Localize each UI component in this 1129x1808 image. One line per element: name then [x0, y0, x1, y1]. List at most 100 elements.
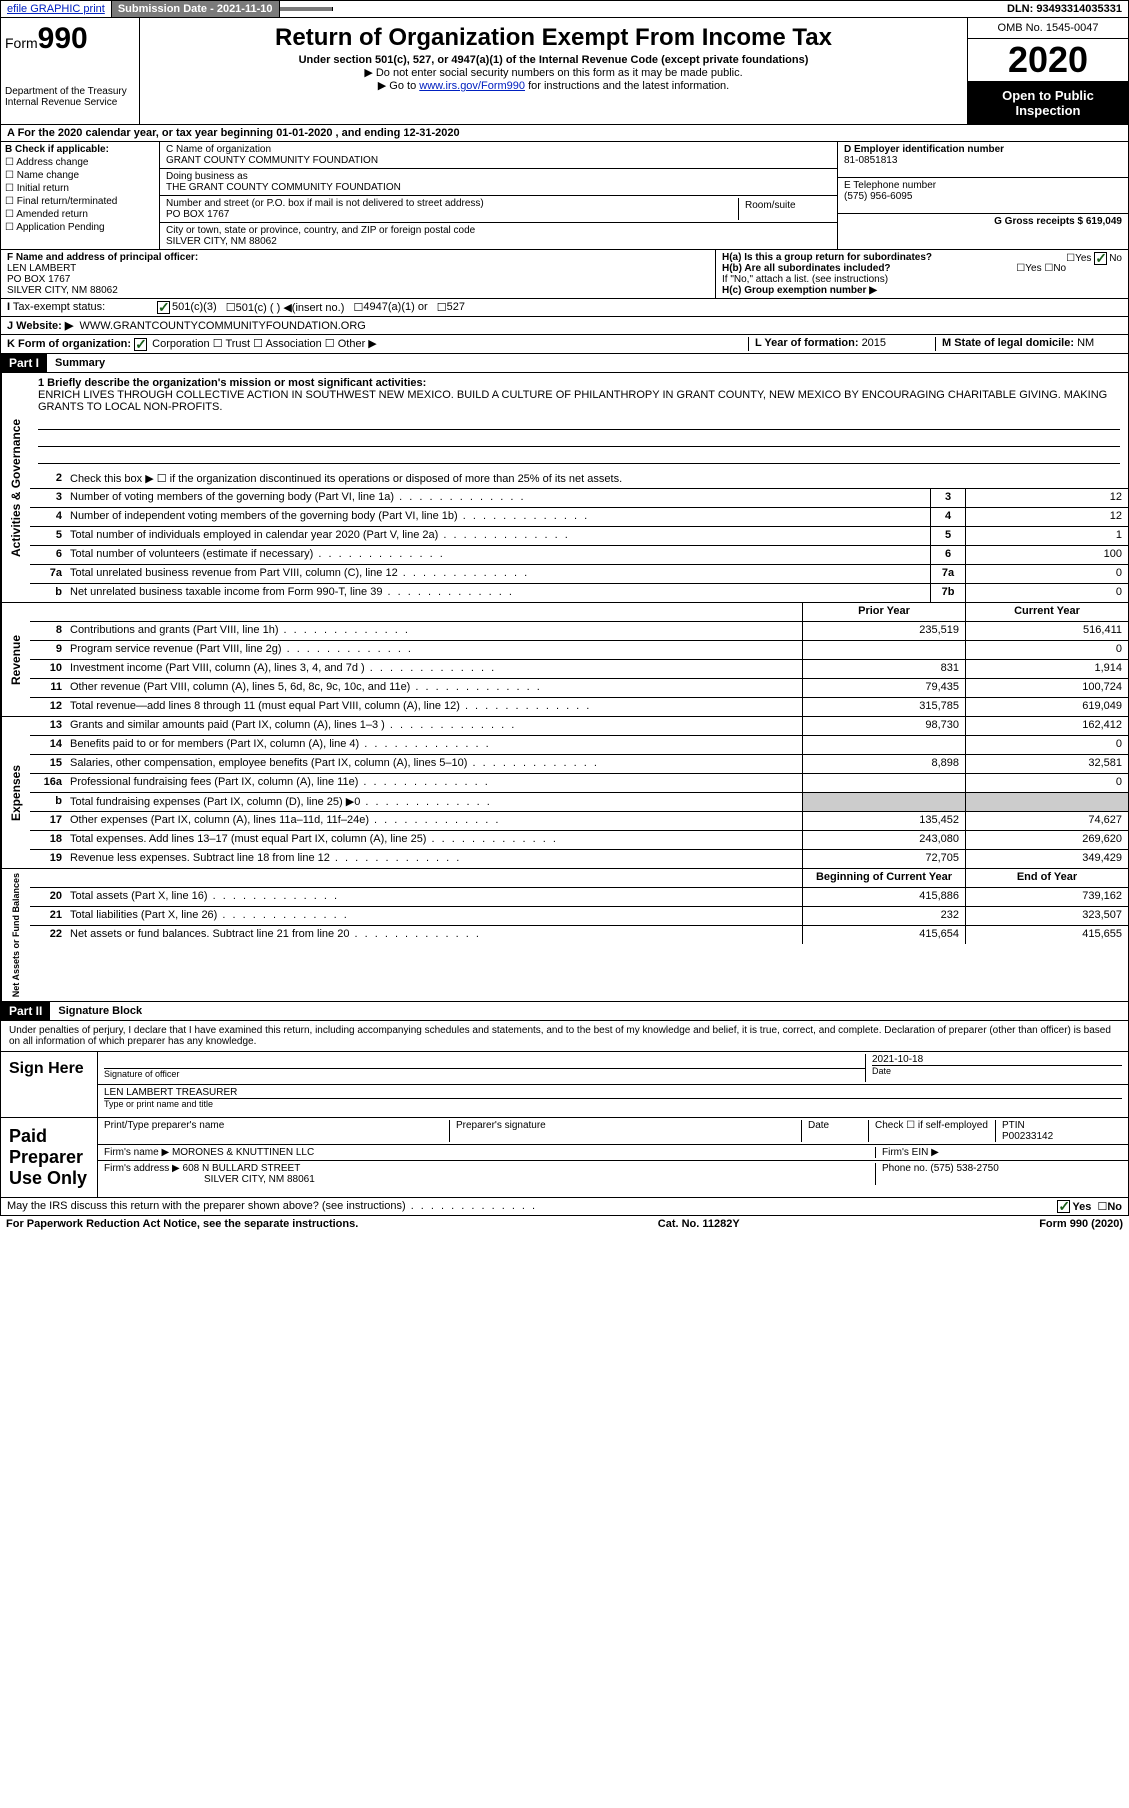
omb-label: OMB No. 1545-0047 — [968, 18, 1128, 39]
line-22: 22 Net assets or fund balances. Subtract… — [30, 926, 1128, 944]
efile-label[interactable]: efile GRAPHIC print — [1, 1, 112, 17]
form-title: Return of Organization Exempt From Incom… — [150, 24, 957, 52]
paid-preparer-grid: Paid Preparer Use Only Print/Type prepar… — [1, 1117, 1128, 1197]
part1-title: Summary — [47, 355, 113, 371]
gov-line-b: b Net unrelated business taxable income … — [30, 584, 1128, 602]
501c3-check[interactable] — [157, 301, 170, 314]
gov-line-7a: 7a Total unrelated business revenue from… — [30, 565, 1128, 584]
firm-phone: (575) 538-2750 — [930, 1163, 998, 1174]
website-value: WWW.GRANTCOUNTYCOMMUNITYFOUNDATION.ORG — [79, 320, 365, 332]
section-i: I Tax-exempt status: 501(c)(3) ☐ 501(c) … — [0, 299, 1129, 317]
line-12: 12 Total revenue—add lines 8 through 11 … — [30, 698, 1128, 716]
discuss-row: May the IRS discuss this return with the… — [0, 1198, 1129, 1217]
line-20: 20 Total assets (Part X, line 16) 415,88… — [30, 888, 1128, 907]
check-final[interactable]: ☐ Final return/terminated — [5, 196, 155, 207]
dba-value: THE GRANT COUNTY COMMUNITY FOUNDATION — [166, 182, 831, 193]
part2-header-row: Part II Signature Block — [0, 1002, 1129, 1021]
sig-officer-label: Signature of officer — [104, 1068, 865, 1079]
gov-line-5: 5 Total number of individuals employed i… — [30, 527, 1128, 546]
addr-label: Number and street (or P.O. box if mail i… — [166, 198, 738, 209]
dept-label: Department of the Treasury Internal Reve… — [5, 86, 135, 108]
line-17: 17 Other expenses (Part IX, column (A), … — [30, 812, 1128, 831]
gov-line-3: 3 Number of voting members of the govern… — [30, 489, 1128, 508]
tax-year: 2020 — [968, 39, 1128, 82]
firm-name: MORONES & KNUTTINEN LLC — [172, 1147, 314, 1158]
sign-here-grid: Sign Here Signature of officer 2021-10-1… — [1, 1051, 1128, 1117]
section-j: J Website: ▶ WWW.GRANTCOUNTYCOMMUNITYFOU… — [0, 317, 1129, 335]
sig-name: LEN LAMBERT TREASURER — [104, 1087, 1122, 1098]
netassets-section: Net Assets or Fund Balances Beginning of… — [0, 869, 1129, 1002]
footer-right: Form 990 (2020) — [1039, 1218, 1123, 1230]
year-box: OMB No. 1545-0047 2020 Open to Public In… — [967, 18, 1128, 124]
section-fh: F Name and address of principal officer:… — [0, 250, 1129, 299]
form-title-box: Return of Organization Exempt From Incom… — [140, 18, 967, 124]
mission-text: ENRICH LIVES THROUGH COLLECTIVE ACTION I… — [38, 389, 1107, 413]
check-pending[interactable]: ☐ Application Pending — [5, 222, 155, 233]
officer-addr1: PO BOX 1767 — [7, 274, 70, 285]
row-a-tax-year: A For the 2020 calendar year, or tax yea… — [0, 125, 1129, 142]
expenses-section: Expenses 13 Grants and similar amounts p… — [0, 717, 1129, 869]
form-header: Form990 Department of the Treasury Inter… — [0, 18, 1129, 125]
note-website: ▶ Go to www.irs.gov/Form990 for instruct… — [150, 79, 957, 92]
prep-date-label: Date — [802, 1120, 869, 1142]
sig-date-label: Date — [872, 1065, 1122, 1076]
declaration-text: Under penalties of perjury, I declare th… — [1, 1021, 1128, 1051]
corp-check[interactable] — [134, 338, 147, 351]
ha-no-check[interactable] — [1094, 252, 1107, 265]
firm-addr2: SILVER CITY, NM 88061 — [204, 1174, 315, 1185]
org-name: GRANT COUNTY COMMUNITY FOUNDATION — [166, 155, 831, 166]
line-15: 15 Salaries, other compensation, employe… — [30, 755, 1128, 774]
inspection-label: Open to Public Inspection — [968, 82, 1128, 124]
top-bar: efile GRAPHIC print Submission Date - 20… — [0, 0, 1129, 18]
org-name-label: C Name of organization — [166, 144, 831, 155]
section-b: B Check if applicable: ☐ Address change … — [1, 142, 160, 249]
gov-line-4: 4 Number of independent voting members o… — [30, 508, 1128, 527]
part1-badge: Part I — [1, 354, 47, 372]
receipts-label: G Gross receipts $ — [994, 216, 1086, 227]
line-10: 10 Investment income (Part VIII, column … — [30, 660, 1128, 679]
officer-name: LEN LAMBERT — [7, 263, 76, 274]
prep-sig-label: Preparer's signature — [450, 1120, 802, 1142]
section-h: H(a) Is this a group return for subordin… — [716, 250, 1128, 298]
dba-label: Doing business as — [166, 171, 831, 182]
ein-value: 81-0851813 — [844, 155, 897, 166]
firm-ein-label: Firm's EIN ▶ — [876, 1147, 1122, 1158]
netassets-side-label: Net Assets or Fund Balances — [1, 869, 30, 1001]
line-16a: 16a Professional fundraising fees (Part … — [30, 774, 1128, 793]
ptin-value: P00233142 — [1002, 1131, 1053, 1142]
check-initial[interactable]: ☐ Initial return — [5, 183, 155, 194]
prep-name-label: Print/Type preparer's name — [104, 1120, 450, 1142]
footer-left: For Paperwork Reduction Act Notice, see … — [6, 1218, 358, 1230]
sig-date: 2021-10-18 — [872, 1054, 1122, 1065]
part1-header-row: Part I Summary — [0, 354, 1129, 373]
line-13: 13 Grants and similar amounts paid (Part… — [30, 717, 1128, 736]
netassets-header-row: Beginning of Current Year End of Year — [30, 869, 1128, 888]
revenue-section: Revenue Prior Year Current Year 8 Contri… — [0, 603, 1129, 717]
room-label: Room/suite — [739, 198, 831, 220]
submission-date-button[interactable]: Submission Date - 2021-11-10 — [112, 1, 280, 17]
governance-side-label: Activities & Governance — [1, 373, 30, 602]
line-19: 19 Revenue less expenses. Subtract line … — [30, 850, 1128, 868]
revenue-header-row: Prior Year Current Year — [30, 603, 1128, 622]
ptin-label: PTIN — [1002, 1120, 1025, 1131]
hc-label: H(c) Group exemption number ▶ — [722, 285, 877, 296]
check-name[interactable]: ☐ Name change — [5, 170, 155, 181]
spacer-button — [280, 7, 333, 11]
line-9: 9 Program service revenue (Part VIII, li… — [30, 641, 1128, 660]
note-ssn: ▶ Do not enter social security numbers o… — [150, 66, 957, 79]
officer-addr2: SILVER CITY, NM 88062 — [7, 285, 118, 296]
sign-here-label: Sign Here — [1, 1052, 98, 1117]
expenses-side-label: Expenses — [1, 717, 30, 868]
signature-section: Under penalties of perjury, I declare th… — [0, 1021, 1129, 1198]
footer: For Paperwork Reduction Act Notice, see … — [0, 1216, 1129, 1232]
gov-line-6: 6 Total number of volunteers (estimate i… — [30, 546, 1128, 565]
ein-label: D Employer identification number — [844, 144, 1004, 155]
irs-link[interactable]: www.irs.gov/Form990 — [419, 80, 525, 92]
dln-label: DLN: 93493314035331 — [1001, 1, 1128, 17]
check-amended[interactable]: ☐ Amended return — [5, 209, 155, 220]
revenue-side-label: Revenue — [1, 603, 30, 716]
check-address[interactable]: ☐ Address change — [5, 157, 155, 168]
line-2: 2 Check this box ▶ ☐ if the organization… — [30, 470, 1128, 489]
receipts-value: 619,049 — [1086, 216, 1122, 227]
discuss-yes-check[interactable] — [1057, 1200, 1070, 1213]
